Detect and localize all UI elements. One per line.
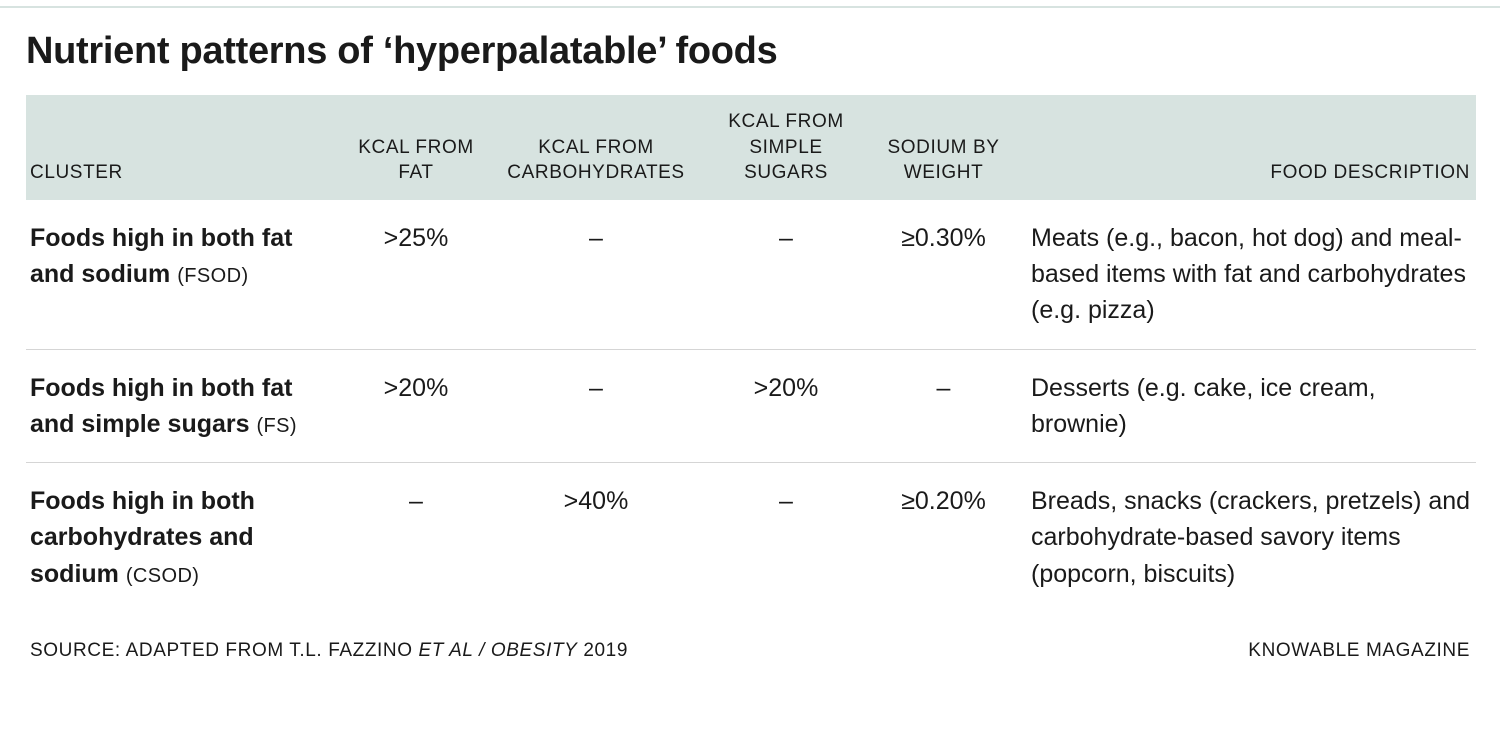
cell-kcal-sugar: – xyxy=(706,463,866,612)
cell-sodium: ≥0.30% xyxy=(866,200,1021,349)
table-row: Foods high in both carbohydrates and sod… xyxy=(26,463,1476,612)
table-header-row: CLUSTER KCAL FROM FAT KCAL FROM CARBOHYD… xyxy=(26,95,1476,200)
col-header-cluster: CLUSTER xyxy=(26,95,346,200)
cell-sodium: ≥0.20% xyxy=(866,463,1021,612)
cell-kcal-fat: – xyxy=(346,463,486,612)
figure-title: Nutrient patterns of ‘hyperpalatable’ fo… xyxy=(26,30,1474,73)
cell-desc: Meats (e.g., bacon, hot dog) and meal-ba… xyxy=(1021,200,1476,349)
col-header-sodium: SODIUM BY WEIGHT xyxy=(866,95,1021,200)
source-line: SOURCE: ADAPTED FROM T.L. FAZZINO ET AL … xyxy=(30,640,628,662)
col-header-desc: FOOD DESCRIPTION xyxy=(1021,95,1476,200)
table-row: Foods high in both fat and simple sugars… xyxy=(26,349,1476,463)
cell-kcal-carb: – xyxy=(486,349,706,463)
cell-kcal-fat: >25% xyxy=(346,200,486,349)
cluster-abbr: (FS) xyxy=(256,415,296,437)
cell-cluster: Foods high in both carbohydrates and sod… xyxy=(26,463,346,612)
figure-container: Nutrient patterns of ‘hyperpalatable’ fo… xyxy=(0,30,1500,662)
cell-cluster: Foods high in both fat and simple sugars… xyxy=(26,349,346,463)
cluster-name: Foods high in both fat and simple sugars xyxy=(30,374,292,438)
cell-sodium: – xyxy=(866,349,1021,463)
cell-kcal-fat: >20% xyxy=(346,349,486,463)
cell-desc: Desserts (e.g. cake, ice cream, brownie) xyxy=(1021,349,1476,463)
cell-desc: Breads, snacks (crackers, pretzels) and … xyxy=(1021,463,1476,612)
col-header-kcal-fat: KCAL FROM FAT xyxy=(346,95,486,200)
source-italic: ET AL / OBESITY xyxy=(419,640,578,661)
cell-kcal-sugar: >20% xyxy=(706,349,866,463)
source-prefix: SOURCE: ADAPTED FROM T.L. FAZZINO xyxy=(30,640,419,661)
cell-cluster: Foods high in both fat and sodium (FSOD) xyxy=(26,200,346,349)
col-header-kcal-sugar: KCAL FROM SIMPLE SUGARS xyxy=(706,95,866,200)
cell-kcal-sugar: – xyxy=(706,200,866,349)
cluster-name: Foods high in both fat and sodium xyxy=(30,224,292,288)
credit-line: KNOWABLE MAGAZINE xyxy=(1248,640,1470,662)
nutrient-table: CLUSTER KCAL FROM FAT KCAL FROM CARBOHYD… xyxy=(26,95,1476,612)
source-suffix: 2019 xyxy=(577,640,628,661)
cluster-abbr: (FSOD) xyxy=(177,265,248,287)
top-rule xyxy=(0,6,1500,8)
figure-footer: SOURCE: ADAPTED FROM T.L. FAZZINO ET AL … xyxy=(26,612,1474,662)
cell-kcal-carb: >40% xyxy=(486,463,706,612)
cell-kcal-carb: – xyxy=(486,200,706,349)
table-row: Foods high in both fat and sodium (FSOD)… xyxy=(26,200,1476,349)
cluster-abbr: (CSOD) xyxy=(126,565,200,587)
col-header-kcal-carb: KCAL FROM CARBOHYDRATES xyxy=(486,95,706,200)
